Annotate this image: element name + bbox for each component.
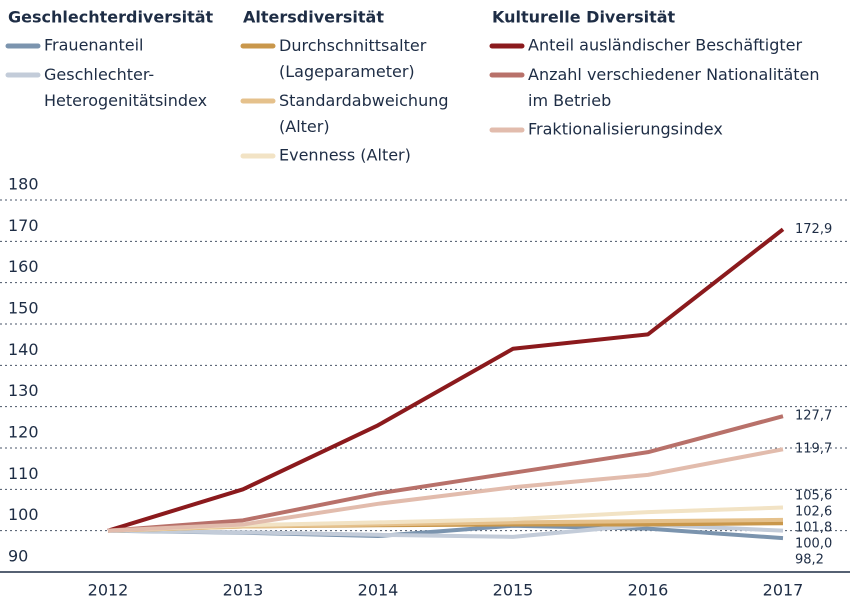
value-label: 119,7 [795,442,832,457]
value-label: 102,6 [795,505,832,520]
legend-label: Geschlechter-Heterogenitätsindex [44,65,207,110]
x-tick-label: 2012 [88,581,129,600]
y-tick-label: 160 [8,257,39,276]
value-label: 101,8 [795,521,832,536]
x-tick-label: 2016 [628,581,669,600]
y-tick-label: 180 [8,175,39,194]
x-tick-label: 2015 [493,581,534,600]
y-tick-label: 150 [8,299,39,318]
y-tick-label: 110 [8,464,39,483]
legend-label: Anzahl verschiedener Nationalitäten im Be… [528,65,820,110]
legend-label: Durchschnittsalter (Lageparameter) [279,36,427,81]
series-line [107,447,784,533]
value-label: 100,0 [795,537,832,552]
x-tick-label: 2013 [223,581,264,600]
y-tick-label: 140 [8,340,39,359]
value-label: 127,7 [795,409,832,424]
legend-label: Frauenanteil [44,36,144,55]
x-tick-label: 2017 [763,581,804,600]
y-tick-label: 170 [8,216,39,235]
series-line [107,227,785,533]
legend-label: Anteil ausländischer Beschäftigter [528,36,802,55]
legend-label: Evenness (Alter) [279,146,411,165]
x-tick-label: 2014 [358,581,399,600]
legend-heading: Geschlechterdiversität [8,8,214,27]
series-line [107,414,784,533]
value-label: 98,2 [795,553,824,568]
legend-label: Standardabweichung (Alter) [279,91,449,136]
value-label: 172,9 [795,222,832,237]
legend-label: Fraktionalisierungsindex [528,120,723,139]
y-tick-label: 130 [8,381,39,400]
y-tick-label: 120 [8,423,39,442]
legend-heading: Kulturelle Diversität [492,8,676,27]
y-tick-label: 100 [8,505,39,524]
value-label: 105,6 [795,489,832,504]
y-tick-label: 90 [8,547,28,566]
legend-heading: Altersdiversität [243,8,384,27]
